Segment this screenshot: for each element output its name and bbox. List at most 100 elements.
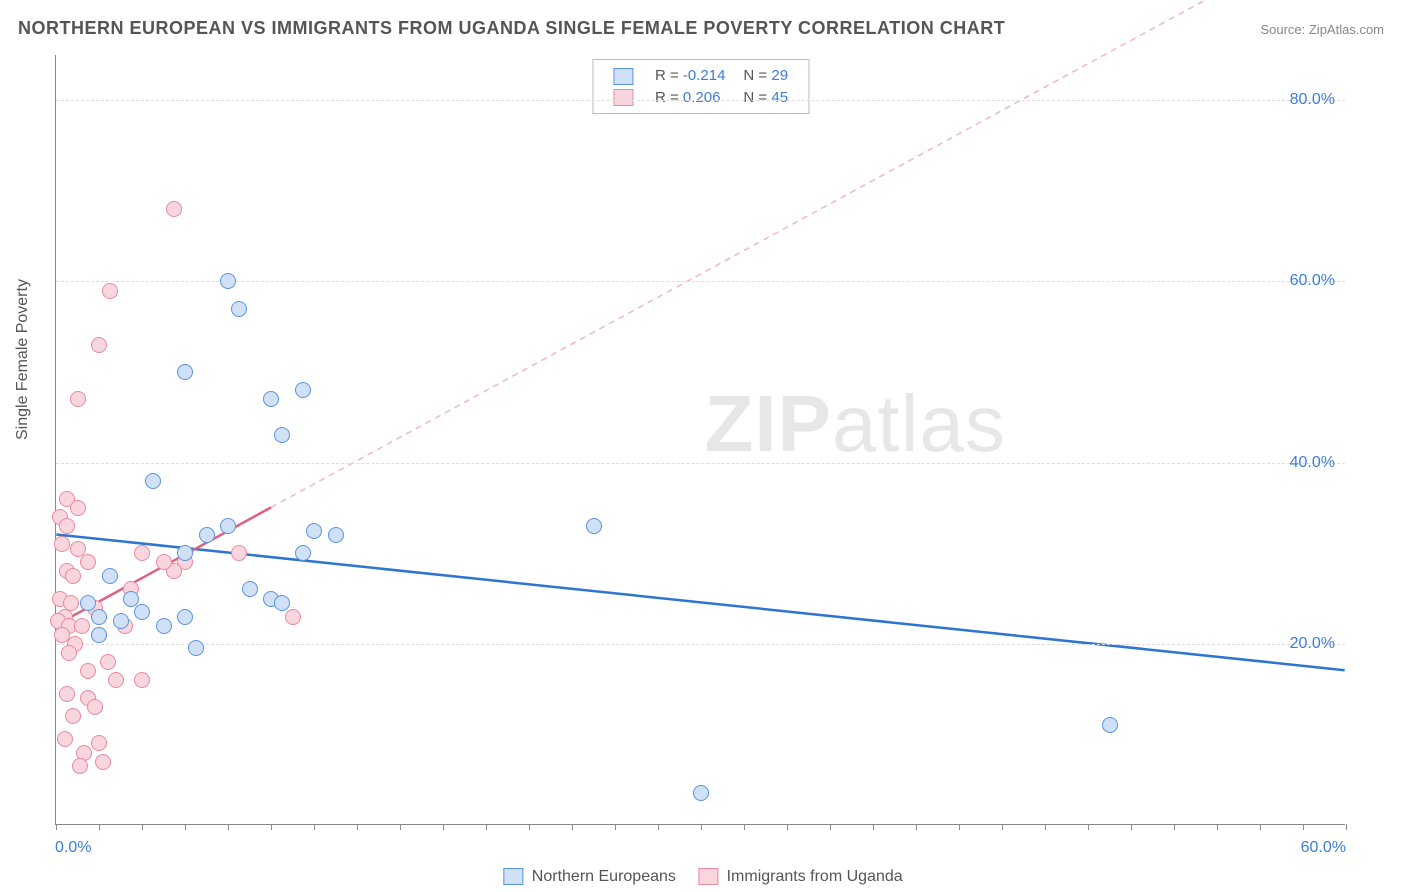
scatter-point <box>61 645 77 661</box>
scatter-point <box>80 663 96 679</box>
x-tick <box>701 824 702 830</box>
x-tick <box>271 824 272 830</box>
scatter-point <box>177 609 193 625</box>
trend-lines-svg <box>56 55 1345 824</box>
x-tick <box>1346 824 1347 830</box>
gridline <box>56 463 1345 464</box>
legend-bottom-label-0: Northern Europeans <box>532 868 676 885</box>
y-tick-label: 20.0% <box>1290 635 1335 653</box>
x-tick <box>744 824 745 830</box>
scatter-point <box>113 613 129 629</box>
scatter-point <box>274 595 290 611</box>
scatter-point <box>188 640 204 656</box>
gridline <box>56 644 1345 645</box>
scatter-point <box>156 554 172 570</box>
x-tick <box>1303 824 1304 830</box>
x-tick <box>830 824 831 830</box>
x-tick <box>142 824 143 830</box>
plot-area: ZIPatlas R = -0.214 N = 29 R = 0.206 N =… <box>55 55 1345 825</box>
x-tick <box>443 824 444 830</box>
legend-swatch-0 <box>613 68 633 85</box>
legend-stats-row-1: R = 0.206 N = 45 <box>605 88 796 108</box>
legend-bottom-swatch-1 <box>698 868 718 885</box>
scatter-point <box>70 500 86 516</box>
scatter-point <box>295 382 311 398</box>
y-tick-label: 80.0% <box>1290 91 1335 109</box>
x-tick <box>56 824 57 830</box>
scatter-point <box>231 545 247 561</box>
x-tick <box>1174 824 1175 830</box>
scatter-point <box>295 545 311 561</box>
scatter-point <box>72 758 88 774</box>
x-tick <box>357 824 358 830</box>
legend-R-prefix-1: R = <box>655 89 679 106</box>
scatter-point <box>54 536 70 552</box>
legend-swatch-1 <box>613 89 633 106</box>
scatter-point <box>65 708 81 724</box>
watermark-bold: ZIP <box>704 379 831 468</box>
x-tick <box>959 824 960 830</box>
x-tick <box>873 824 874 830</box>
scatter-point <box>100 654 116 670</box>
chart-container: NORTHERN EUROPEAN VS IMMIGRANTS FROM UGA… <box>0 0 1406 892</box>
x-tick <box>400 824 401 830</box>
scatter-point <box>285 609 301 625</box>
scatter-point <box>134 604 150 620</box>
x-tick-label-1: 60.0% <box>1301 839 1346 857</box>
scatter-point <box>145 473 161 489</box>
scatter-point <box>70 541 86 557</box>
x-tick <box>916 824 917 830</box>
legend-N-prefix-0: N = <box>743 67 767 84</box>
x-tick <box>658 824 659 830</box>
x-tick <box>185 824 186 830</box>
scatter-point <box>80 554 96 570</box>
legend-N-prefix-1: N = <box>743 89 767 106</box>
scatter-point <box>134 545 150 561</box>
scatter-point <box>306 523 322 539</box>
y-axis-label: Single Female Poverty <box>14 279 32 440</box>
scatter-point <box>91 627 107 643</box>
scatter-point <box>177 545 193 561</box>
scatter-point <box>220 518 236 534</box>
x-tick <box>99 824 100 830</box>
x-tick <box>486 824 487 830</box>
legend-bottom-swatch-0 <box>503 868 523 885</box>
watermark: ZIPatlas <box>704 378 1005 470</box>
scatter-point <box>328 527 344 543</box>
scatter-point <box>74 618 90 634</box>
scatter-point <box>693 785 709 801</box>
scatter-point <box>242 581 258 597</box>
legend-bottom-label-1: Immigrants from Uganda <box>727 868 903 885</box>
gridline <box>56 281 1345 282</box>
legend-stats-row-0: R = -0.214 N = 29 <box>605 66 796 86</box>
legend-R-prefix-0: R = <box>655 67 679 84</box>
scatter-point <box>274 427 290 443</box>
scatter-point <box>199 527 215 543</box>
x-tick <box>1045 824 1046 830</box>
x-tick <box>1002 824 1003 830</box>
x-tick <box>1217 824 1218 830</box>
x-tick <box>228 824 229 830</box>
scatter-point <box>231 301 247 317</box>
legend-R-value-1: 0.206 <box>683 89 721 106</box>
x-tick <box>1131 824 1132 830</box>
x-tick <box>615 824 616 830</box>
legend-N-value-0: 29 <box>771 67 788 84</box>
scatter-point <box>91 609 107 625</box>
scatter-point <box>166 201 182 217</box>
scatter-point <box>95 754 111 770</box>
y-tick-label: 40.0% <box>1290 454 1335 472</box>
x-tick <box>572 824 573 830</box>
scatter-point <box>91 337 107 353</box>
chart-title: NORTHERN EUROPEAN VS IMMIGRANTS FROM UGA… <box>18 18 1005 39</box>
scatter-point <box>70 391 86 407</box>
legend-N-value-1: 45 <box>771 89 788 106</box>
scatter-point <box>65 568 81 584</box>
legend-stats: R = -0.214 N = 29 R = 0.206 N = 45 <box>592 59 809 114</box>
legend-R-value-0: -0.214 <box>683 67 726 84</box>
scatter-point <box>220 273 236 289</box>
source-label: Source: ZipAtlas.com <box>1260 22 1384 37</box>
x-tick <box>529 824 530 830</box>
scatter-point <box>177 364 193 380</box>
x-tick <box>787 824 788 830</box>
